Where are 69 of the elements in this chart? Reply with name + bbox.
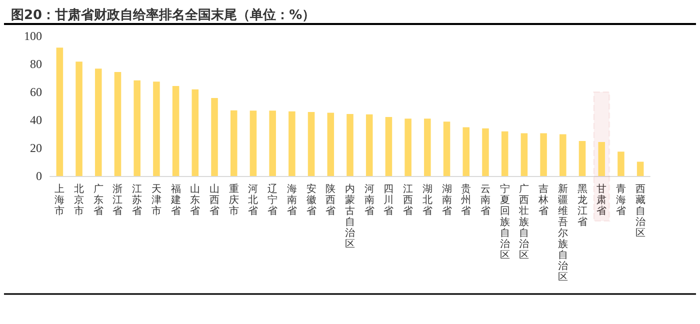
x-tick-label: 上海市 (54, 183, 65, 217)
bar (56, 48, 64, 176)
bar (230, 110, 238, 176)
chart-title: 图20：甘肃省财政自给率排名全国末尾（单位：%） (11, 7, 316, 23)
x-tick-label: 江西省 (403, 183, 414, 217)
x-tick-label: 甘肃省 (596, 183, 607, 217)
x-tick-label: 辽宁省 (268, 183, 278, 217)
bar (153, 82, 160, 176)
bar (385, 117, 392, 176)
bar (560, 134, 566, 176)
bar (520, 133, 528, 176)
bar (636, 162, 644, 176)
x-tick-label: 四川省 (384, 184, 394, 217)
bar (114, 72, 122, 176)
bar (443, 122, 450, 176)
x-tick-label: 吉林省 (538, 183, 549, 217)
y-tick-label: 40 (30, 113, 42, 127)
x-tick-label: 西藏自治区 (635, 184, 646, 239)
x-tick-label: 青海省 (616, 183, 626, 217)
x-tick-label: 广西壮族自治区 (518, 183, 530, 261)
bar (308, 112, 315, 176)
category-label: 新疆维吾尔族自治区 (558, 184, 568, 283)
bar (76, 62, 82, 176)
bar (404, 118, 412, 176)
bar (250, 110, 257, 176)
y-tick-label: 80 (30, 57, 42, 71)
bar (346, 114, 354, 176)
y-tick-label: 60 (30, 85, 42, 99)
x-tick-label: 湖南省 (442, 183, 452, 217)
y-tick-label: 100 (24, 29, 42, 43)
bar (134, 80, 140, 176)
x-tick-label: 山东省 (190, 183, 200, 217)
x-tick-label: 安徽省 (306, 183, 316, 217)
x-tick-label: 黑龙江省 (577, 184, 588, 228)
bar (424, 118, 431, 176)
y-tick-label: 0 (36, 169, 42, 183)
bar (95, 68, 102, 176)
x-tick-label: 浙江省 (112, 183, 123, 217)
x-tick-label: 山西省 (210, 183, 220, 217)
x-tick-label: 内蒙古自治区 (345, 183, 355, 250)
bar (269, 110, 276, 176)
x-tick-label: 湖北省 (422, 183, 432, 217)
bar (211, 98, 218, 176)
x-tick-label: 宁夏回族自治区 (500, 183, 510, 261)
bar (598, 142, 605, 176)
bar (501, 131, 508, 176)
x-tick-label: 贵州省 (461, 183, 472, 217)
x-tick-label: 河南省 (364, 183, 374, 217)
y-tick-label: 20 (30, 141, 42, 155)
x-tick-label: 重庆市 (228, 183, 239, 217)
x-tick-label: 福建省 (170, 183, 181, 217)
bar (192, 89, 199, 176)
x-tick-label: 北京市 (74, 183, 84, 217)
x-tick-label: 云南省 (480, 184, 490, 217)
x-tick-label: 广东省 (93, 183, 104, 217)
x-tick-label: 河北省 (248, 183, 258, 217)
bar (288, 111, 296, 176)
bar (462, 127, 470, 176)
bar (540, 133, 547, 176)
x-tick-label: 海南省 (286, 183, 297, 217)
bar (618, 152, 624, 176)
bar (578, 141, 586, 176)
bar (327, 112, 334, 176)
bar (366, 114, 373, 176)
bar (482, 128, 489, 176)
bar (172, 86, 180, 176)
x-tick-label: 江苏省 (132, 183, 142, 217)
x-tick-label: 天津市 (151, 184, 162, 217)
x-tick-label: 陕西省 (326, 183, 336, 217)
